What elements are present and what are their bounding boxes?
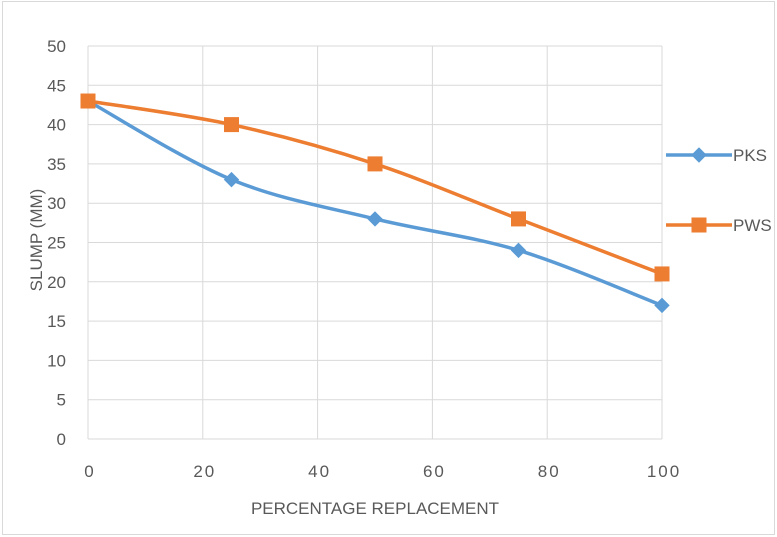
y-tick-label: 35 [47,155,66,174]
x-tick-label: 100 [647,462,681,481]
data-point-pks [367,211,383,227]
x-tick-label: 20 [193,462,216,481]
y-tick-label: 25 [47,234,66,253]
x-tick-label: 60 [423,462,446,481]
x-tick-label: 80 [538,462,561,481]
x-tick-label: 0 [84,462,95,481]
legend-label-pks: PKS [733,146,767,165]
data-point-pws [224,117,239,133]
grid-lines [87,45,663,440]
x-tick-label: 40 [308,462,331,481]
data-point-pws [654,266,670,282]
legend: PKS PWS [666,146,772,235]
data-point-pws [511,211,526,227]
y-tick-label: 40 [47,116,66,135]
y-tick-label: 10 [47,351,66,370]
y-tick-label: 45 [47,76,66,95]
y-tick-label: 0 [57,430,66,449]
legend-marker-pws [691,217,707,233]
y-tick-labels: 0 5 10 15 20 25 30 35 40 45 50 [47,37,66,449]
y-tick-label: 50 [47,37,66,56]
y-axis-title: SLUMP (MM) [27,189,46,292]
series-pws-line [86,99,664,276]
legend-label-pws: PWS [733,216,772,235]
y-tick-label: 15 [47,312,66,331]
y-tick-label: 20 [47,273,66,292]
data-point-pks [654,297,670,314]
legend-item-pws: PWS [666,216,772,235]
legend-item-pks: PKS [666,146,767,165]
legend-marker-pks [691,147,707,163]
x-tick-labels: 0 20 40 60 80 100 [84,462,681,481]
series-pws [80,93,670,282]
data-point-pks [510,242,527,259]
data-point-pws [367,156,383,172]
data-point-pws [80,93,96,109]
series-group [80,93,670,314]
x-axis-title: PERCENTAGE REPLACEMENT [251,499,499,518]
data-point-pks [223,171,240,188]
y-tick-label: 30 [47,194,66,213]
y-tick-label: 5 [57,391,66,410]
